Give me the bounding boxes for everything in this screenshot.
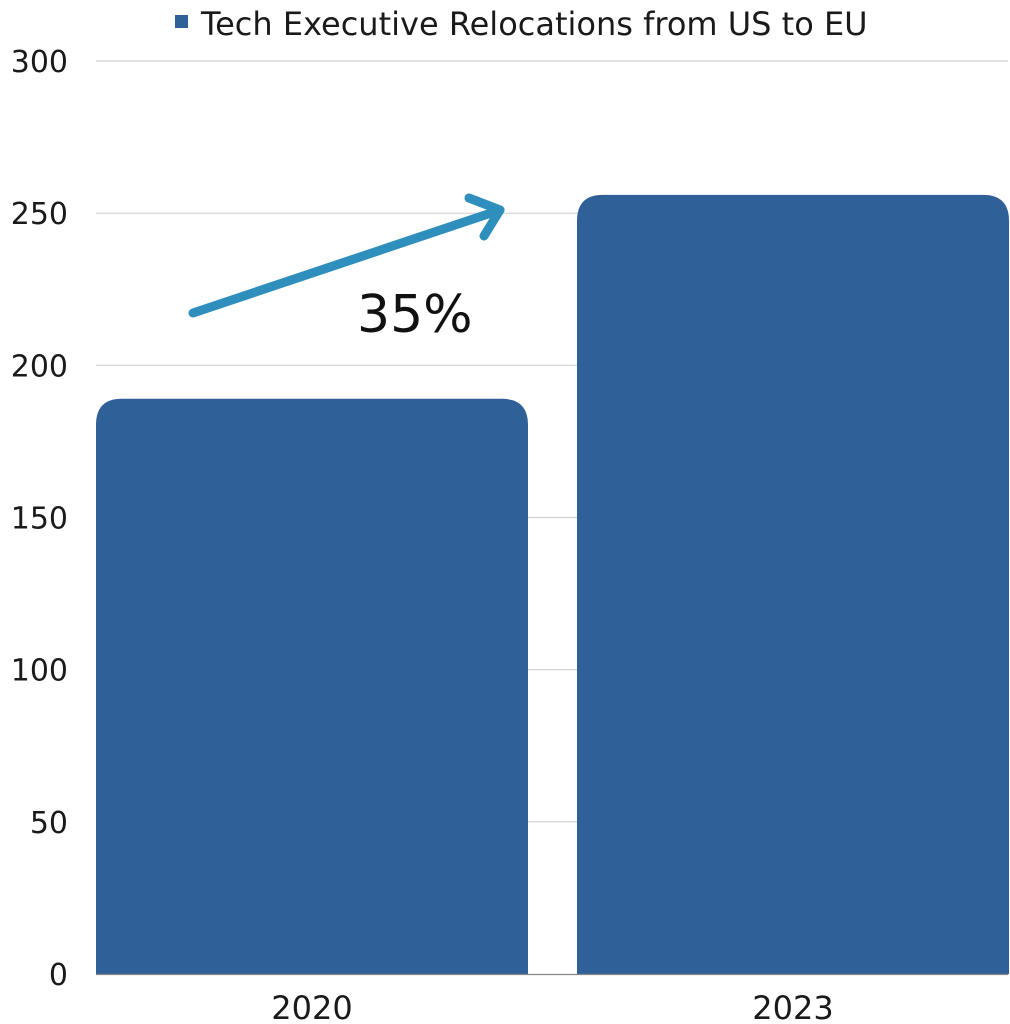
y-tick-label: 250	[11, 197, 68, 232]
x-axis-ticks: 2020 2023	[271, 989, 833, 1024]
legend: Tech Executive Relocations from US to EU	[175, 5, 868, 43]
arrow-head-icon	[464, 193, 505, 241]
legend-label: Tech Executive Relocations from US to EU	[200, 5, 868, 43]
y-tick-label: 100	[11, 654, 68, 689]
bar-2023	[577, 194, 1009, 974]
y-axis-ticks: 0 50 100 150 200 250 300	[11, 45, 68, 993]
y-tick-label: 200	[11, 349, 68, 384]
legend-swatch	[175, 15, 188, 28]
bars	[96, 194, 1009, 974]
growth-annotation: 35%	[188, 193, 505, 345]
bar-2020	[96, 398, 528, 974]
x-tick-label: 2020	[271, 989, 352, 1024]
y-tick-label: 150	[11, 502, 68, 537]
growth-percent-label: 35%	[357, 285, 473, 345]
x-tick-label: 2023	[752, 989, 833, 1024]
y-tick-label: 0	[49, 958, 68, 993]
y-tick-label: 50	[30, 806, 68, 841]
growth-arrow-icon	[188, 205, 505, 318]
y-tick-label: 300	[11, 45, 68, 80]
